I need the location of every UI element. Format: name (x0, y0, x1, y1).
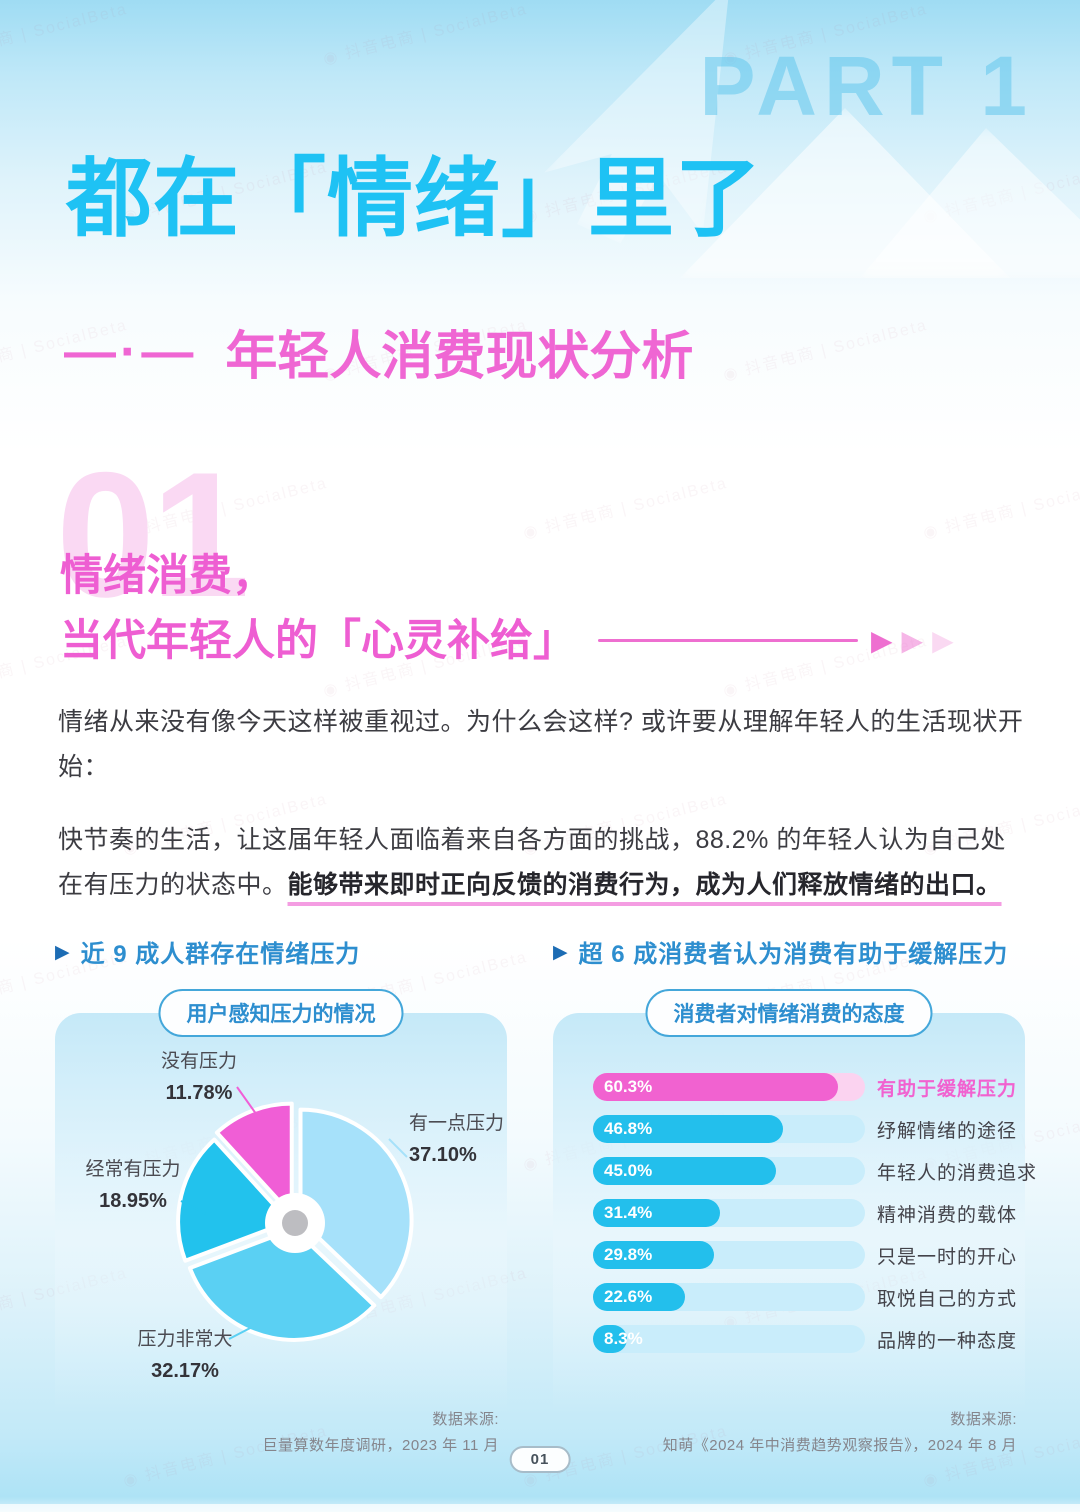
section-number-watermark: 01 (56, 435, 250, 634)
pie-leader-line (236, 1086, 260, 1119)
bar-track: 29.8% (593, 1241, 865, 1269)
pie-chart (176, 1086, 414, 1342)
source-text: 巨量算数年度调研，2023 年 11 月 (262, 1436, 499, 1454)
pie-center-dot (282, 1210, 308, 1236)
bar-label: 只是一时的开心 (877, 1246, 1018, 1268)
pie-chart-title-badge: 用户感知压力的情况 (158, 989, 404, 1037)
body-text: 情绪从来没有像今天这样被重视过。为什么会这样? 或许要从理解年轻人的生活现状开始… (58, 700, 1026, 908)
bar-row: 22.6% 取悦自己的方式 (593, 1283, 1037, 1311)
source-label: 数据来源: (432, 1410, 499, 1428)
pie-chart-card: 用户感知压力的情况 有一点压力 37.10% 压力非常大 32.17% 经常有压力 18.… (55, 989, 507, 1512)
bar-panel-header-text: 超 6 成消费者认为消费有助于缓解压力 (578, 941, 1009, 968)
pie-panel-header-text: 近 9 成人群存在情绪压力 (80, 941, 361, 968)
part-label: PART 1 (699, 39, 1034, 133)
bar-row: 31.4% 精神消费的载体 (593, 1199, 1037, 1227)
bar-track: 60.3% (593, 1073, 865, 1101)
triple-arrow-icon: ▶ ▶ ▶ (871, 624, 954, 656)
pie-chart-panel: ▶ 近 9 成人群存在情绪压力 用户感知压力的情况 有一点压力 37.10% 压力非… (55, 934, 507, 1512)
watermark-text: ◉ 抖音电商 | SocialBeta (721, 316, 930, 385)
pie-leader-line (228, 1324, 257, 1340)
watermark-text: ◉ 抖音电商 | SocialBeta (521, 474, 730, 543)
source-text: 知萌《2024 年中消费趋势观察报告》，2024 年 8 月 (662, 1436, 1017, 1454)
bar-fill: 22.6% (593, 1283, 685, 1311)
pie-slice (176, 1137, 292, 1263)
source-label: 数据来源: (950, 1410, 1017, 1428)
bar-track: 8.3% (593, 1325, 865, 1353)
bar-panel-header: ▶ 超 6 成消费者认为消费有助于缓解压力 (553, 934, 1025, 969)
watermark-text: ◉ 抖音电商 | SocialBeta (321, 0, 530, 69)
bar-row: 45.0% 年轻人的消费追求 (593, 1157, 1037, 1185)
subtitle-text: 年轻人消费现状分析 (225, 328, 694, 386)
page-number-pill: 01 (509, 1446, 571, 1473)
pie-panel-header: ▶ 近 9 成人群存在情绪压力 (55, 934, 507, 969)
bar-label: 取悦自己的方式 (877, 1288, 1018, 1310)
bar-chart-title-badge: 消费者对情绪消费的态度 (645, 989, 933, 1037)
triangle-bullet-icon: ▶ (553, 942, 569, 963)
triangle-bullet-icon: ▶ (55, 942, 71, 963)
pie-slice (298, 1107, 414, 1300)
bar-label: 纾解情绪的途径 (877, 1120, 1018, 1142)
bar-chart-card: 消费者对情绪消费的态度 60.3% 有助于缓解压力 46.8% 纾解情绪的途径 45.0… (553, 989, 1036, 1512)
page-subtitle: —·— 年轻人消费现状分析 (64, 314, 693, 389)
bar-fill: 29.8% (593, 1241, 714, 1269)
pie-data-source: 数据来源: 巨量算数年度调研，2023 年 11 月 (263, 1407, 499, 1460)
arrow-right-icon: ▶ (901, 624, 924, 656)
charts-section: ▶ 近 9 成人群存在情绪压力 用户感知压力的情况 有一点压力 37.10% 压力非… (55, 934, 1036, 1512)
bar-fill: 60.3% (593, 1073, 838, 1101)
bar-row: 46.8% 纾解情绪的途径 (593, 1115, 1037, 1143)
bar-fill: 46.8% (593, 1115, 783, 1143)
bar-fill: 31.4% (593, 1199, 721, 1227)
bar-fill: 8.3% (593, 1325, 643, 1353)
bar-chart-panel: ▶ 超 6 成消费者认为消费有助于缓解压力 消费者对情绪消费的态度 60.3% 有… (553, 934, 1036, 1512)
bar-track: 46.8% (593, 1115, 865, 1143)
bar-row: 60.3% 有助于缓解压力 (593, 1073, 1037, 1101)
decorative-line (598, 639, 858, 643)
paragraph-1: 情绪从来没有像今天这样被重视过。为什么会这样? 或许要从理解年轻人的生活现状开始… (58, 708, 1024, 781)
paragraph-2: 快节奏的生活，让这届年轻人面临着来自各方面的挑战，88.2% 的年轻人认为自己处… (58, 818, 1026, 908)
pie-slice (187, 1226, 377, 1342)
bar-track: 22.6% (593, 1283, 865, 1311)
arrow-right-icon: ▶ (932, 624, 954, 656)
paragraph-2-highlight: 能够带来即时正向反馈的消费行为，成为人们释放情绪的出口。 (287, 871, 1002, 899)
section-heading: 情绪消费， 当代年轻人的「心灵补给」 ▶ ▶ ▶ (60, 544, 1024, 673)
bar-label: 有助于缓解压力 (877, 1078, 1018, 1100)
watermark-text: ◉ 抖音电商 | SocialBeta (0, 0, 130, 68)
bar-label: 品牌的一种态度 (877, 1330, 1018, 1352)
bar-label: 年轻人的消费追求 (877, 1162, 1038, 1184)
pie-leader-line (388, 1138, 408, 1158)
bar-chart: 60.3% 有助于缓解压力 46.8% 纾解情绪的途径 45.0% 年轻人的消费追求 31.… (593, 1073, 1037, 1353)
bar-track: 31.4% (593, 1199, 865, 1227)
bar-fill: 45.0% (593, 1157, 776, 1185)
bar-label: 精神消费的载体 (877, 1204, 1018, 1226)
bar-track: 45.0% (593, 1157, 865, 1185)
pie-slice (214, 1101, 294, 1217)
arrow-right-icon: ▶ (871, 624, 893, 656)
page-title: 都在「情绪」里了 (66, 151, 762, 247)
section-heading-line2: 当代年轻人的「心灵补给」 (60, 616, 576, 665)
pie-leader-line (180, 1200, 207, 1215)
bar-row: 29.8% 只是一时的开心 (593, 1241, 1037, 1269)
watermark-text: ◉ 抖音电商 | SocialBeta (921, 474, 1080, 543)
paragraph-2-normal: 快节奏的生活，让这届年轻人面临着来自各方面的挑战，88.2% 的年轻人认为自己处… (58, 826, 1006, 899)
subtitle-dash-decoration: —·— (64, 322, 198, 381)
bar-row: 8.3% 品牌的一种态度 (593, 1325, 1037, 1353)
bar-data-source: 数据来源: 知萌《2024 年中消费趋势观察报告》，2024 年 8 月 (663, 1407, 1017, 1460)
section-heading-line1: 情绪消费， (60, 552, 275, 600)
